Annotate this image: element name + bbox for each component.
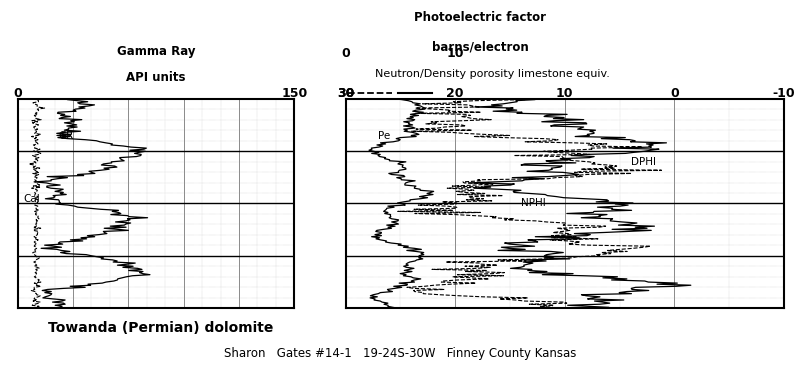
Text: 30: 30 xyxy=(337,87,354,100)
Text: 150: 150 xyxy=(282,87,307,100)
Text: Neutron/Density porosity limestone equiv.: Neutron/Density porosity limestone equiv… xyxy=(374,69,610,79)
Text: GR: GR xyxy=(58,131,74,141)
Text: Sharon   Gates #14-1   19-24S-30W   Finney County Kansas: Sharon Gates #14-1 19-24S-30W Finney Cou… xyxy=(224,347,576,360)
Text: 0: 0 xyxy=(342,47,350,61)
Text: 20: 20 xyxy=(446,87,464,100)
Text: Photoelectric factor: Photoelectric factor xyxy=(414,11,546,24)
Text: 0: 0 xyxy=(670,87,678,100)
Text: Towanda (Permian) dolomite: Towanda (Permian) dolomite xyxy=(48,321,274,335)
Text: -10: -10 xyxy=(773,87,795,100)
Text: 10: 10 xyxy=(556,87,574,100)
Text: 30: 30 xyxy=(337,87,354,100)
Text: Pe: Pe xyxy=(378,131,390,141)
Text: 0: 0 xyxy=(14,87,22,100)
Text: NPHI: NPHI xyxy=(521,199,546,208)
Text: Gamma Ray: Gamma Ray xyxy=(117,45,195,58)
Text: 10: 10 xyxy=(446,47,464,61)
Text: Cal: Cal xyxy=(23,194,40,204)
Text: DPHI: DPHI xyxy=(630,157,655,166)
Text: barns/electron: barns/electron xyxy=(432,40,528,53)
Text: API units: API units xyxy=(126,71,186,84)
